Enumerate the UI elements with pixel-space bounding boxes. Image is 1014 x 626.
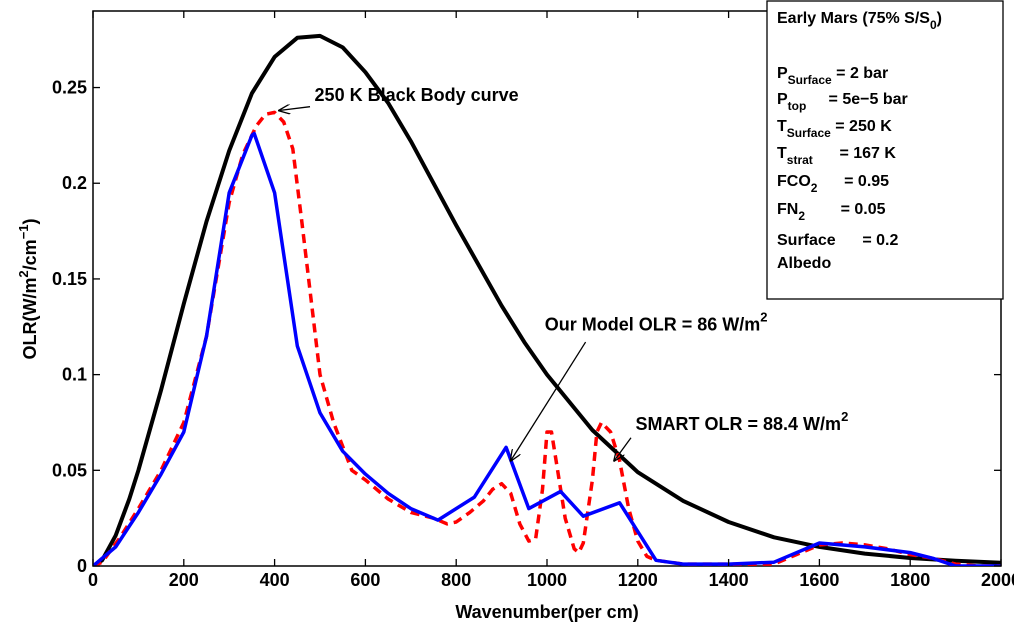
y-tick-label: 0.25 xyxy=(52,78,87,98)
annotation-arrow-smart xyxy=(614,437,632,461)
x-tick-label: 800 xyxy=(441,570,471,590)
annotation-layer: 250 K Black Body curve Our Model OLR = 86… xyxy=(279,85,848,461)
legend-line-ps: PSurface = 2 bar xyxy=(777,65,888,87)
annotation-bb: 250 K Black Body curve xyxy=(315,85,519,105)
y-tick-label: 0.2 xyxy=(62,173,87,193)
legend-frame xyxy=(766,0,1004,300)
annotation-arrow-bb xyxy=(279,107,311,111)
x-axis-title: Wavenumber(per cm) xyxy=(455,602,638,622)
x-tick-label: 1400 xyxy=(709,570,749,590)
y-tick-label: 0 xyxy=(77,556,87,576)
legend-line-fco2: FCO2 = 0.95 xyxy=(777,173,889,195)
x-tick-label: 1600 xyxy=(799,570,839,590)
annotation-smart: SMART OLR = 88.4 W/m2 xyxy=(636,409,849,434)
legend-line-fn2: FN2 = 0.05 xyxy=(777,201,886,223)
y-axis-title: OLR(W/m2/cm−1) xyxy=(16,218,40,359)
legend-line-tst: Tstrat = 167 K xyxy=(777,145,896,167)
annotation-arrow-model xyxy=(511,341,587,461)
x-tick-label: 200 xyxy=(169,570,199,590)
x-tick-label: 400 xyxy=(260,570,290,590)
annotation-model: Our Model OLR = 86 W/m2 xyxy=(545,310,768,335)
series-line-blackbody xyxy=(93,33,1001,566)
y-tick-label: 0.15 xyxy=(52,269,87,289)
x-tick-label: 1200 xyxy=(618,570,658,590)
legend-line-title: Early Mars (75% S/S0) xyxy=(777,10,942,32)
legend-box: Early Mars (75% S/S0) PSurface = 2 bar Pto… xyxy=(766,0,1004,300)
x-tick-label: 1000 xyxy=(527,570,567,590)
x-tick-label: 0 xyxy=(88,570,98,590)
series-line-model xyxy=(93,131,1001,566)
legend-line-ts: TSurface = 250 K xyxy=(777,118,892,140)
legend-line-alb2: Albedo xyxy=(777,255,831,272)
legend-line-pt: Ptop = 5e−5 bar xyxy=(777,91,908,113)
x-tick-label: 1800 xyxy=(890,570,930,590)
series-layer xyxy=(93,33,1001,566)
x-tick-label: 600 xyxy=(350,570,380,590)
y-tick-label: 0.1 xyxy=(62,365,87,385)
y-tick-label: 0.05 xyxy=(52,460,87,480)
legend-line-alb1: Surface = 0.2 xyxy=(777,232,899,249)
